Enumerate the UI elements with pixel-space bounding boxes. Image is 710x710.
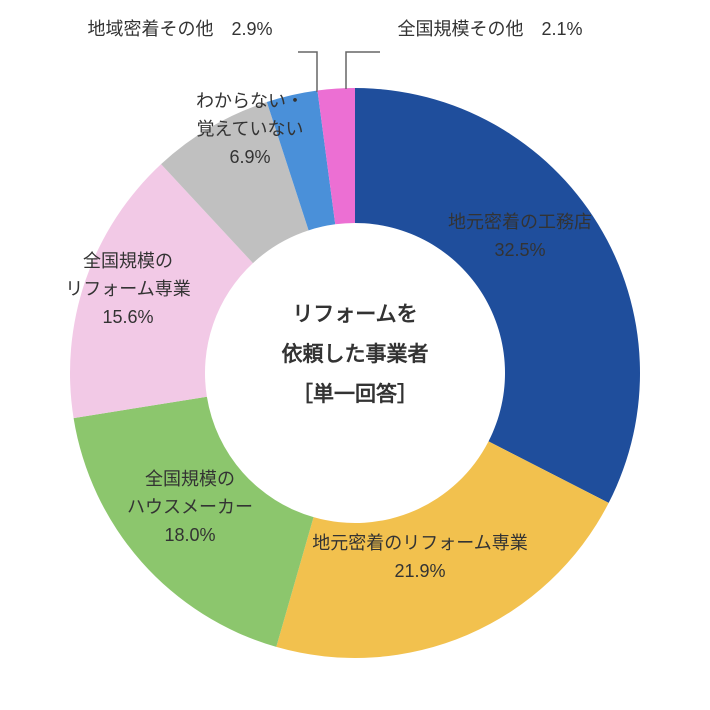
donut-chart: リフォームを依頼した事業者［単一回答］ 地元密着の工務店32.5% 地元密着のリフ… <box>0 0 710 710</box>
slice-label-local_reform: 地元密着のリフォーム専業21.9% <box>312 530 527 586</box>
callout-label-national_other: 全国規模その他 2.1% <box>397 16 582 44</box>
chart-center-title: リフォームを依頼した事業者［単一回答］ <box>282 295 429 415</box>
slice-label-local_builder: 地元密着の工務店32.5% <box>448 209 592 265</box>
slice-label-unknown: わからない・覚えていない6.9% <box>196 88 304 172</box>
slice-label-national_reform: 全国規模のリフォーム専業15.6% <box>65 248 190 332</box>
slice-label-national_housemaker: 全国規模のハウスメーカー18.0% <box>127 466 253 550</box>
callout-line-local_other <box>298 52 317 92</box>
callout-line-national_other <box>346 52 380 89</box>
callout-label-local_other: 地域密着その他 2.9% <box>87 16 272 44</box>
